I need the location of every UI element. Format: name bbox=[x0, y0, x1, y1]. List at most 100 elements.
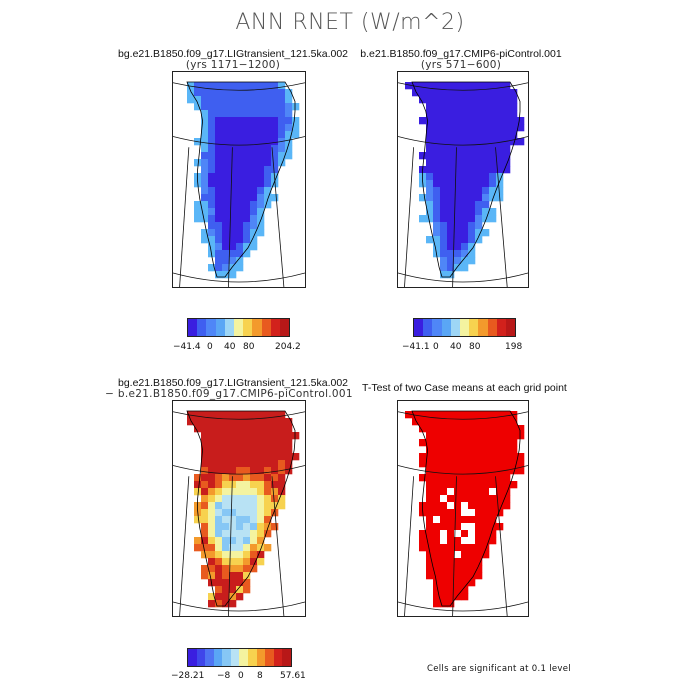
map-cell bbox=[243, 159, 251, 167]
cbar1-tick-0: 0 bbox=[207, 342, 213, 352]
map-cell bbox=[468, 250, 476, 258]
map-cell bbox=[433, 110, 441, 118]
map-cell bbox=[468, 579, 476, 587]
map-cell bbox=[461, 432, 469, 440]
map-cell bbox=[229, 530, 237, 538]
map-cell bbox=[201, 236, 209, 244]
map-cell bbox=[215, 558, 223, 566]
map-cell bbox=[285, 460, 293, 468]
map-cell bbox=[447, 600, 455, 608]
map-cell bbox=[475, 488, 483, 496]
map-cell bbox=[433, 243, 441, 251]
map-cell bbox=[271, 180, 279, 188]
map-cell bbox=[215, 236, 223, 244]
map-cell bbox=[426, 495, 434, 503]
map-cell bbox=[468, 558, 476, 566]
map-cell bbox=[433, 222, 441, 230]
map-cell bbox=[433, 509, 441, 517]
map-cell bbox=[201, 215, 209, 223]
map-cell bbox=[454, 89, 462, 97]
map-cell bbox=[461, 530, 469, 538]
map-cell bbox=[243, 110, 251, 118]
map-cell bbox=[468, 544, 476, 552]
map-cell bbox=[278, 96, 286, 104]
panel3-title: bg.e21.B1850.f09_g17.LIGtransient_121.5k… bbox=[118, 377, 349, 389]
map-cell bbox=[236, 551, 244, 559]
map-cell bbox=[503, 82, 511, 90]
map-cell bbox=[208, 82, 216, 90]
map-cell bbox=[454, 264, 462, 272]
map-cell bbox=[222, 145, 230, 153]
map-cell bbox=[222, 215, 230, 223]
map-cell bbox=[257, 103, 265, 111]
map-cell bbox=[201, 446, 209, 454]
map-cell bbox=[426, 180, 434, 188]
map-cell bbox=[215, 96, 223, 104]
map-cell bbox=[229, 187, 237, 195]
map-cell bbox=[229, 551, 237, 559]
map-cell bbox=[243, 222, 251, 230]
map-cell bbox=[454, 187, 462, 195]
map-cell bbox=[503, 124, 511, 132]
map-cell bbox=[447, 159, 455, 167]
map-cell bbox=[271, 138, 279, 146]
map-cell bbox=[475, 208, 483, 216]
map-cell bbox=[461, 495, 469, 503]
map-cell bbox=[454, 257, 462, 265]
map-cell bbox=[222, 544, 230, 552]
map-cell bbox=[426, 201, 434, 209]
map-cell bbox=[461, 194, 469, 202]
map-cell bbox=[222, 131, 230, 139]
map-cell bbox=[482, 82, 490, 90]
colorbar-case2 bbox=[413, 318, 516, 337]
map-cell bbox=[215, 530, 223, 538]
panel1-subtitle: (yrs 1171−1200) bbox=[185, 59, 281, 71]
map-cell bbox=[468, 509, 476, 517]
map-cell bbox=[419, 96, 427, 104]
map-cell bbox=[461, 264, 469, 272]
map-cell bbox=[243, 201, 251, 209]
map-cell bbox=[475, 572, 483, 580]
map-cell bbox=[468, 82, 476, 90]
map-cell bbox=[489, 537, 497, 545]
map-cell bbox=[433, 565, 441, 573]
map-cell bbox=[496, 89, 504, 97]
map-cell bbox=[475, 236, 483, 244]
map-cell bbox=[489, 166, 497, 174]
map-cell bbox=[468, 411, 476, 419]
map-cell bbox=[468, 187, 476, 195]
map-cell bbox=[250, 229, 258, 237]
map-cell bbox=[517, 425, 525, 433]
map-cell bbox=[187, 96, 195, 104]
map-cell bbox=[489, 474, 497, 482]
map-cell bbox=[503, 467, 511, 475]
map-cell bbox=[489, 82, 497, 90]
map-cell bbox=[503, 138, 511, 146]
map-cell bbox=[510, 117, 518, 125]
map-cell bbox=[215, 565, 223, 573]
map-cell bbox=[222, 89, 230, 97]
map-cell bbox=[194, 201, 202, 209]
map-cell bbox=[461, 565, 469, 573]
map-cell bbox=[461, 166, 469, 174]
map-cell bbox=[433, 145, 441, 153]
map-cell bbox=[468, 173, 476, 181]
map-cell bbox=[236, 572, 244, 580]
latitude-line bbox=[173, 272, 305, 283]
map-cell bbox=[208, 523, 216, 531]
map-cell bbox=[461, 516, 469, 524]
map-cell bbox=[285, 145, 293, 153]
colorbar-swatch bbox=[423, 319, 433, 336]
map-cell bbox=[215, 145, 223, 153]
map-cell bbox=[278, 89, 286, 97]
map-cell bbox=[454, 131, 462, 139]
map-cell bbox=[222, 124, 230, 132]
colorbar-swatch bbox=[196, 649, 206, 666]
map-cell bbox=[243, 215, 251, 223]
map-cell bbox=[208, 551, 216, 559]
map-cell bbox=[419, 215, 427, 223]
panel1-map-svg bbox=[173, 81, 305, 287]
map-cell bbox=[454, 110, 462, 118]
map-cell bbox=[236, 236, 244, 244]
map-cell bbox=[482, 488, 490, 496]
